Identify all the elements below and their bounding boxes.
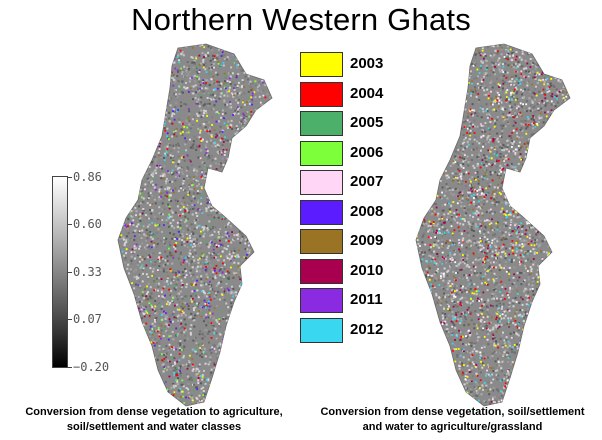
colorbar [52,176,68,368]
legend-swatch [300,229,343,254]
legend-item-2004: 2004 [300,81,410,110]
colorbar-tick [67,177,72,178]
legend-swatch [300,111,343,136]
colorbar-tick [67,223,72,225]
legend-item-2005: 2005 [300,111,410,139]
legend-year-label: 2005 [350,114,384,131]
legend-swatch [300,317,343,343]
legend-swatch [300,288,343,313]
page-title: Northern Western Ghats [131,2,471,37]
legend-year-label: 2011 [350,291,383,308]
legend-item-2007: 2007 [300,170,410,198]
colorbar-tick-label: 0.60 [73,216,102,231]
map-left-canvas [117,43,273,407]
change-map-left [96,40,296,410]
legend-year-label: 2007 [350,173,384,190]
legend-item-2012: 2012 [300,317,410,346]
legend-year-label: 2006 [350,143,384,161]
caption-right: Conversion from dense vegetation, soil/s… [320,406,585,433]
legend-year-label: 2009 [350,232,384,249]
legend-year-label: 2008 [350,202,384,220]
colorbar-tick-label: 0.07 [73,311,102,326]
colorbar-tick [67,272,72,273]
legend-item-2011: 2011 [300,288,410,316]
map-right-canvas [415,43,571,407]
colorbar-tick-label: −0.20 [73,360,110,374]
legend-swatch [300,81,343,107]
legend-year-label: 2010 [350,261,384,279]
colorbar-tick [67,318,72,320]
region-outline [415,43,571,407]
change-map-right [380,40,600,410]
legend-year-label: 2003 [350,55,384,72]
colorbar-tick-label: 0.86 [73,170,102,184]
legend-swatch [300,52,343,77]
legend-year-label: 2012 [350,320,384,338]
legend-swatch [300,258,343,284]
colorbar-tick [67,367,72,368]
legend-item-2006: 2006 [300,140,410,169]
colorbar-tick-label: 0.33 [73,265,102,279]
legend-swatch [300,140,343,166]
legend-swatch [300,170,343,195]
legend-item-2008: 2008 [300,199,410,228]
caption-left: Conversion from dense vegetation to agri… [25,406,283,433]
legend-item-2010: 2010 [300,258,410,287]
legend-swatch [300,199,343,225]
legend-item-2009: 2009 [300,229,410,257]
legend-year-label: 2004 [350,84,384,102]
legend-item-2003: 2003 [300,52,410,80]
